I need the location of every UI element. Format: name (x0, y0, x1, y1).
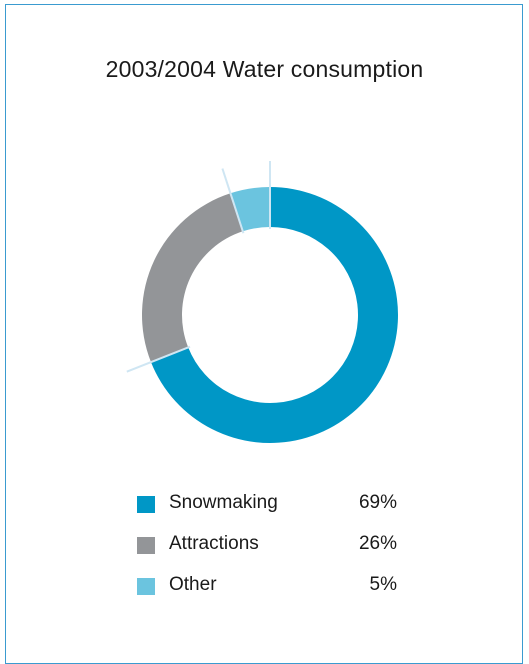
legend: Snowmaking 69% Attractions 26% Other 5% (137, 492, 407, 615)
slice-divider-2 (221, 168, 245, 234)
slice-other (230, 187, 270, 232)
legend-value: 26% (358, 533, 397, 554)
slice-divider-1 (126, 345, 191, 373)
slice-attractions (141, 193, 243, 363)
legend-swatch-other (137, 578, 155, 595)
chart-title: 2003/2004 Water consumption (105, 56, 424, 82)
legend-swatch-attractions (137, 537, 155, 554)
chart-frame (5, 4, 523, 664)
slice-snowmaking (150, 187, 398, 443)
legend-item-snowmaking: Snowmaking 69% (137, 492, 407, 516)
legend-swatch-snowmaking (137, 496, 155, 513)
legend-label: Other (169, 574, 217, 595)
legend-item-other: Other 5% (137, 574, 407, 598)
donut-chart (126, 161, 398, 443)
legend-value: 69% (358, 492, 397, 513)
legend-label: Attractions (169, 533, 259, 554)
legend-label: Snowmaking (169, 492, 278, 513)
legend-item-attractions: Attractions 26% (137, 533, 407, 557)
legend-value: 5% (369, 574, 397, 595)
